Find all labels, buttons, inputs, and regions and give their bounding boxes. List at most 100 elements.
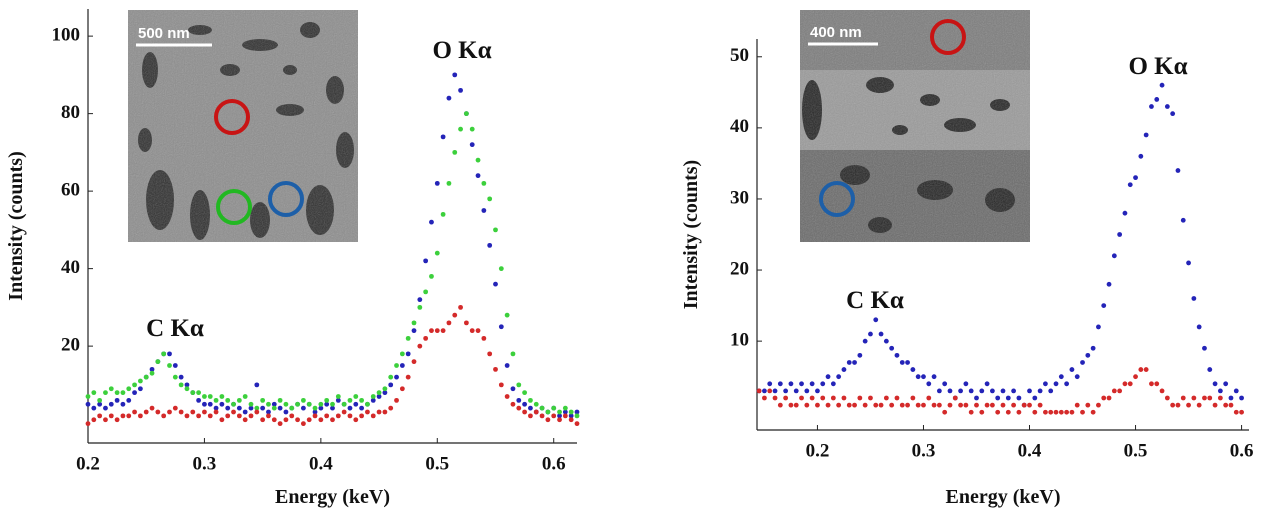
data-point	[1122, 381, 1128, 387]
data-point	[137, 413, 143, 419]
x-tick-label: 0.4	[1018, 440, 1042, 461]
data-point	[915, 374, 921, 380]
data-point	[1069, 367, 1075, 372]
data-point	[1154, 97, 1160, 102]
data-point	[97, 397, 103, 403]
data-point	[574, 409, 580, 415]
scale-bar-label: 500 nm	[138, 25, 190, 42]
data-point	[452, 312, 458, 318]
data-point	[399, 351, 405, 357]
data-point	[825, 374, 831, 380]
data-point	[557, 413, 562, 419]
data-point	[1074, 402, 1080, 408]
data-point	[1212, 381, 1218, 387]
data-point	[236, 397, 242, 403]
data-point	[85, 401, 91, 407]
data-point	[429, 219, 434, 225]
data-point	[184, 413, 190, 419]
data-point	[388, 405, 394, 411]
data-point	[417, 304, 423, 310]
data-point	[894, 395, 900, 401]
data-point	[1021, 402, 1027, 408]
data-point	[399, 363, 405, 368]
data-point	[318, 401, 324, 407]
data-point	[942, 409, 948, 415]
data-point	[533, 401, 539, 407]
data-point	[103, 405, 108, 411]
data-point	[434, 180, 440, 186]
data-point	[516, 397, 522, 403]
data-point	[545, 409, 551, 415]
data-point	[341, 401, 347, 407]
data-point	[225, 413, 231, 419]
data-point	[968, 409, 974, 415]
data-point	[446, 95, 452, 101]
data-point	[103, 417, 108, 423]
data-point	[429, 328, 434, 334]
data-point	[793, 388, 799, 394]
data-point	[475, 173, 481, 179]
data-point	[846, 402, 852, 408]
data-point	[1202, 345, 1207, 351]
data-point	[889, 345, 895, 351]
data-point	[568, 417, 574, 423]
data-point	[487, 242, 493, 248]
data-point	[1085, 402, 1091, 408]
data-point	[493, 281, 498, 287]
data-point	[1096, 324, 1101, 330]
data-point	[178, 409, 184, 415]
data-point	[995, 409, 1001, 415]
data-point	[931, 374, 937, 380]
data-point	[1117, 388, 1123, 394]
data-point	[260, 405, 266, 411]
data-point	[804, 402, 810, 408]
data-point	[469, 142, 475, 148]
data-point	[958, 388, 963, 394]
data-point	[562, 409, 568, 415]
data-point	[481, 208, 487, 213]
data-point	[883, 395, 889, 401]
annotation: C Kα	[146, 315, 204, 342]
data-point	[423, 335, 429, 341]
data-point	[167, 363, 172, 368]
data-point	[219, 401, 225, 407]
data-point	[1122, 210, 1128, 216]
data-point	[411, 359, 417, 365]
data-point	[91, 405, 97, 411]
data-point	[207, 413, 213, 419]
data-point	[260, 397, 266, 403]
data-point	[306, 417, 312, 423]
data-point	[172, 363, 178, 368]
data-point	[248, 413, 254, 419]
data-point	[213, 409, 219, 415]
data-point	[1159, 82, 1165, 88]
data-point	[277, 421, 283, 427]
data-point	[883, 338, 889, 344]
data-point	[1117, 232, 1123, 237]
data-point	[376, 394, 382, 399]
x-tick-label: 0.5	[425, 453, 449, 474]
data-point	[341, 409, 347, 415]
data-point	[114, 397, 120, 403]
data-point	[974, 402, 979, 408]
data-point	[1032, 395, 1038, 401]
data-point	[149, 366, 155, 372]
data-point	[1106, 395, 1112, 401]
data-point	[475, 157, 481, 163]
data-point	[283, 401, 289, 407]
data-point	[85, 421, 91, 427]
data-point	[213, 397, 219, 403]
data-point	[1048, 409, 1054, 415]
data-point	[1170, 111, 1176, 117]
data-point	[1053, 409, 1059, 415]
x-tick-label: 0.5	[1124, 440, 1148, 461]
data-point	[388, 374, 394, 380]
data-point	[1239, 395, 1244, 401]
data-point	[873, 402, 879, 408]
data-point	[452, 149, 458, 155]
data-point	[936, 388, 942, 394]
data-point	[1064, 409, 1070, 415]
data-point	[551, 405, 557, 411]
data-point	[1223, 381, 1229, 387]
data-point	[266, 413, 271, 419]
